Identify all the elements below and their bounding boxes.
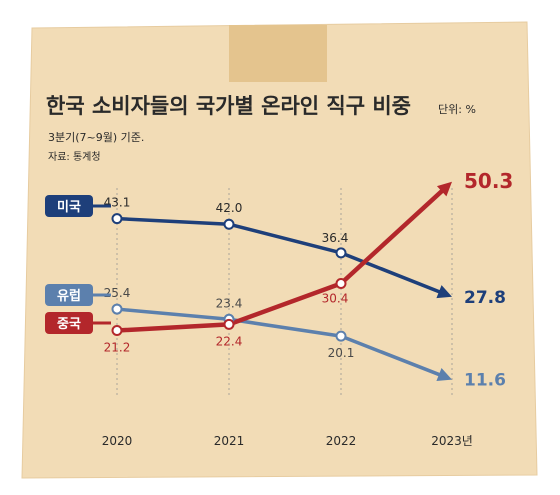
data-label-cn: 50.3 [464,169,513,193]
series-arrow-eu [436,367,452,382]
data-label-us: 42.0 [216,201,243,215]
chart-subtitle: 3분기(7~9월) 기준. [48,131,144,144]
series-line-us [115,216,447,296]
x-tick-label: 2022 [326,434,357,448]
series-line-eu [115,307,447,379]
data-point-eu [335,330,347,342]
series-arrow-cn [436,181,452,197]
data-label-cn: 21.2 [104,341,131,355]
box-tape [229,25,327,82]
x-tick-label: 2023년 [431,434,473,448]
x-tick-label: 2020 [102,434,133,448]
data-point-us [335,247,347,259]
legend-box-us [45,195,93,217]
data-label-cn: 22.4 [216,334,243,348]
unit-label: 단위: % [438,103,476,116]
source-label: 자료: 통계청 [48,151,101,163]
data-label-eu: 11.6 [464,371,506,391]
data-label-cn: 30.4 [322,292,349,306]
data-point-us [111,213,123,225]
chart-title: 한국 소비자들의 국가별 온라인 직구 비중 [46,94,411,118]
data-label-us: 27.8 [464,288,506,308]
data-point-cn [111,325,123,337]
data-point-cn [223,318,235,330]
data-label-eu: 25.4 [104,286,131,300]
box-background [21,21,538,479]
data-point-eu [111,303,123,315]
data-point-cn [335,278,347,290]
x-tick-label: 2021 [214,434,245,448]
data-label-us: 36.4 [322,231,349,245]
data-label-eu: 23.4 [216,296,243,310]
legend-label-us: 미국 [57,199,81,215]
data-point-us [223,218,235,230]
legend-box-eu [45,284,93,306]
legend-label-cn: 중국 [57,317,81,332]
series-line-cn [114,184,449,333]
data-label-eu: 20.1 [328,346,355,360]
series-arrow-us [436,285,452,299]
legend-label-eu: 유럽 [57,289,81,304]
legend-box-cn [45,312,93,334]
